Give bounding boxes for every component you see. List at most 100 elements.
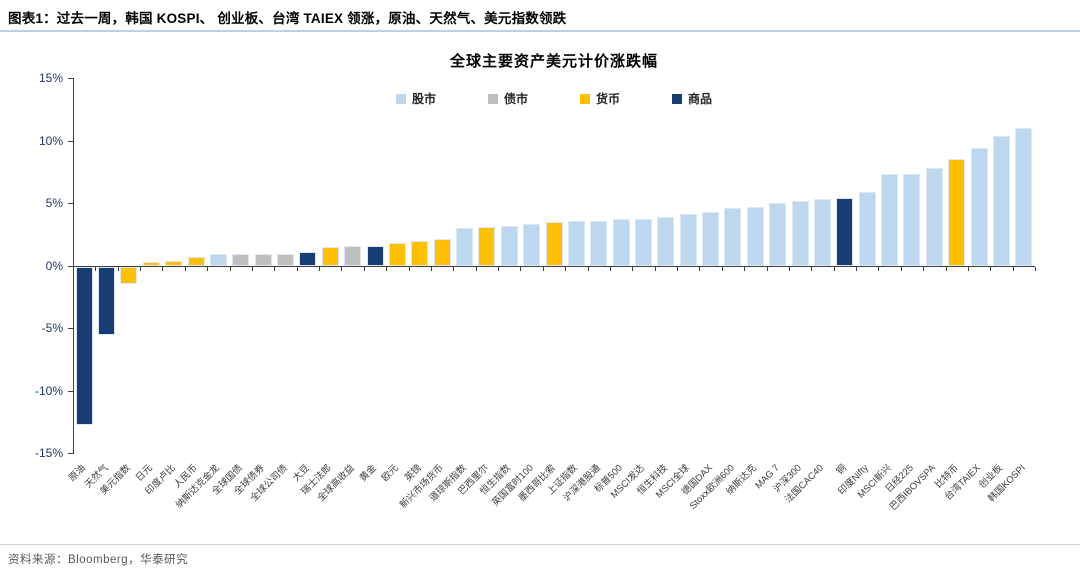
caption-divider: [0, 30, 1080, 32]
y-axis-label: 10%: [38, 133, 63, 148]
x-axis-tick: [967, 266, 969, 271]
chart-bar: [456, 228, 473, 266]
x-axis-tick: [923, 266, 925, 271]
chart-bar: [366, 245, 384, 266]
x-axis-tick: [833, 266, 835, 271]
chart-bar: [209, 254, 227, 266]
chart-bar: [702, 211, 720, 266]
legend-item-stock: 股市: [395, 90, 436, 107]
x-axis-tick: [520, 266, 522, 271]
x-axis-tick: [229, 266, 231, 271]
x-axis-tick: [386, 266, 388, 271]
chart-bar: [858, 191, 876, 266]
figure-caption: 图表1：过去一周，韩国 KOSPI、 创业板、台湾 TAIEX 领涨，原油、天然…: [8, 11, 567, 26]
chart-bar: [232, 254, 250, 266]
chart-bar: [657, 216, 675, 266]
zero-axis-line: [73, 265, 1035, 267]
x-axis-tick: [296, 266, 298, 271]
x-axis-tick: [699, 266, 701, 271]
chart-bar: [836, 198, 854, 266]
x-axis-tick: [453, 266, 455, 271]
chart-bar: [98, 266, 116, 336]
y-axis-label: 5%: [45, 196, 63, 210]
x-axis-tick: [162, 266, 164, 271]
chart-bar: [523, 224, 541, 266]
x-axis-tick: [587, 266, 589, 271]
legend-swatch-stock: [395, 93, 406, 104]
chart-bar: [254, 254, 272, 266]
x-axis-tick: [677, 266, 679, 271]
chart-bar: [746, 206, 764, 266]
x-axis-tick: [900, 266, 902, 271]
chart-bar: [634, 219, 652, 266]
x-axis-tick: [766, 266, 768, 271]
chart-bar: [881, 174, 899, 266]
chart-bar: [992, 135, 1010, 266]
x-axis-tick: [878, 266, 880, 271]
legend-label-commodity: 商品: [688, 92, 713, 106]
chart-bar: [679, 214, 697, 266]
y-axis-tick: [68, 78, 73, 79]
chart-bar: [187, 256, 205, 266]
x-axis-tick: [744, 266, 746, 271]
chart-bar: [411, 240, 429, 266]
x-axis-tick: [117, 266, 119, 271]
legend-item-currency: 货币: [580, 90, 620, 107]
y-axis-tick: [68, 453, 73, 454]
x-axis-tick: [1012, 266, 1014, 271]
y-axis-tick: [68, 265, 73, 267]
chart-bar: [590, 220, 608, 266]
x-axis-tick: [542, 266, 544, 271]
legend-swatch-currency: [580, 93, 590, 104]
chart-bar: [277, 254, 295, 266]
y-axis-tick: [68, 328, 73, 329]
chart-bar: [1015, 128, 1033, 266]
x-axis-tick: [73, 266, 74, 271]
chart-bar: [724, 208, 742, 266]
x-axis-tick: [609, 266, 611, 271]
x-axis-tick: [811, 266, 813, 271]
x-axis-tick: [654, 266, 656, 271]
x-axis-tick: [475, 266, 477, 271]
chart-bar: [75, 266, 93, 426]
legend-label-bond: 债市: [503, 92, 528, 106]
bar-chart-plot-area: 15% 10% 5% 0% -5% -10% -15% 原油 天然气 美元指数 日元 印度卢比 人民币纳…: [35, 71, 1036, 513]
chart-bar: [769, 203, 787, 266]
data-source: 资料来源：Bloomberg，华泰研究: [8, 554, 189, 566]
legend-label-currency: 货币: [596, 92, 621, 106]
y-axis-label: -5%: [41, 321, 63, 335]
x-axis-tick: [207, 266, 209, 271]
x-axis-tick: [788, 266, 790, 271]
y-axis-tick: [68, 140, 73, 142]
x-axis-tick: [632, 266, 634, 271]
x-axis-tick: [341, 266, 343, 271]
legend-item-bond: 债市: [487, 90, 528, 107]
chart-bar: [925, 168, 943, 266]
chart-bar: [545, 221, 563, 266]
y-axis-label: 15%: [38, 71, 63, 85]
x-axis-tick: [319, 266, 321, 271]
x-axis-tick: [945, 266, 947, 271]
x-axis-tick: [95, 266, 97, 271]
y-axis-tick: [68, 203, 73, 204]
x-axis-tick: [274, 266, 276, 271]
chart-bar: [948, 159, 966, 266]
y-axis-label: 0%: [45, 258, 63, 273]
chart-legend: 股市 债市 货币 商品: [73, 90, 1035, 107]
footer-divider: [0, 544, 1080, 545]
legend-label-stock: 股市: [411, 92, 436, 106]
x-axis-tick: [140, 266, 142, 271]
chart-bar: [791, 200, 809, 266]
x-axis-tick: [990, 266, 992, 271]
x-axis-tick: [565, 266, 567, 271]
legend-swatch-bond: [487, 93, 498, 104]
chart-bar: [500, 225, 518, 266]
chart-bar: [433, 239, 451, 266]
x-axis-tick: [856, 266, 858, 271]
x-axis-tick: [251, 266, 253, 271]
x-axis-tick: [430, 266, 432, 271]
y-axis-tick: [68, 390, 73, 392]
legend-swatch-commodity: [672, 93, 683, 104]
chart-title: 全球主要资产美元计价涨跌幅: [449, 53, 658, 70]
